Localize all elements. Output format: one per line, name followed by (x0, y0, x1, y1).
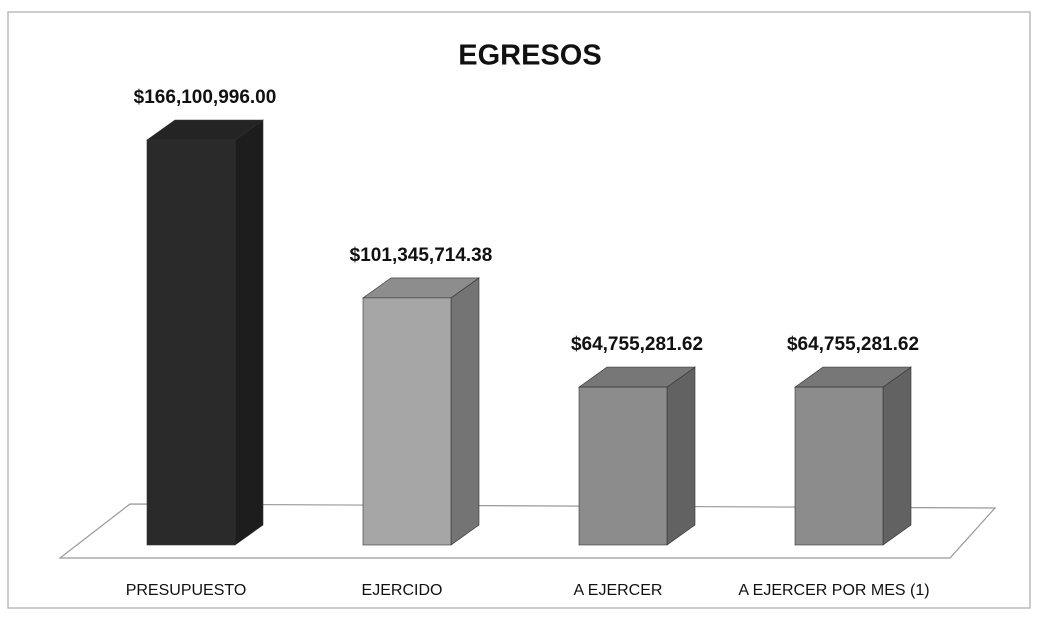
bar (578, 386, 668, 546)
bar (362, 297, 452, 546)
data-label: $166,100,996.00 (134, 87, 277, 108)
bar-side (234, 119, 264, 546)
x-tick-label: EJERCIDO (362, 582, 443, 599)
bar-side (666, 366, 696, 546)
floor (58, 503, 997, 559)
bar-side (450, 277, 480, 546)
bar (794, 386, 884, 546)
bar-side (882, 366, 912, 546)
bar (146, 139, 236, 546)
data-label: $101,345,714.38 (350, 245, 493, 266)
x-tick-label: A EJERCER (574, 582, 663, 599)
data-label: $64,755,281.62 (571, 334, 703, 355)
chart-title: EGRESOS (458, 40, 601, 72)
x-tick-label: PRESUPUESTO (126, 582, 247, 599)
x-tick-label: A EJERCER POR MES (1) (738, 582, 929, 599)
data-label: $64,755,281.62 (787, 334, 919, 355)
